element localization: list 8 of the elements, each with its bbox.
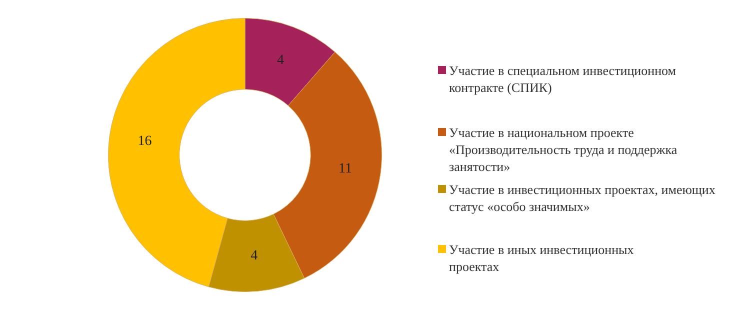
data-label: 4 (250, 248, 258, 264)
legend-label: Участие в национальном проекте «Производительность труда и поддержка занятости» (449, 124, 678, 175)
data-label: 16 (138, 134, 152, 150)
legend-label: Участие в иных инвестиционных проектах (449, 241, 635, 275)
legend-label: Участие в инвестиционных проектах, имеющих статус «особо значимых» (449, 181, 716, 215)
data-label: 11 (338, 161, 352, 176)
legend-label: Участие в специальном инвестиционном контракте (СПИК) (449, 62, 678, 96)
data-label: 4 (277, 52, 284, 68)
